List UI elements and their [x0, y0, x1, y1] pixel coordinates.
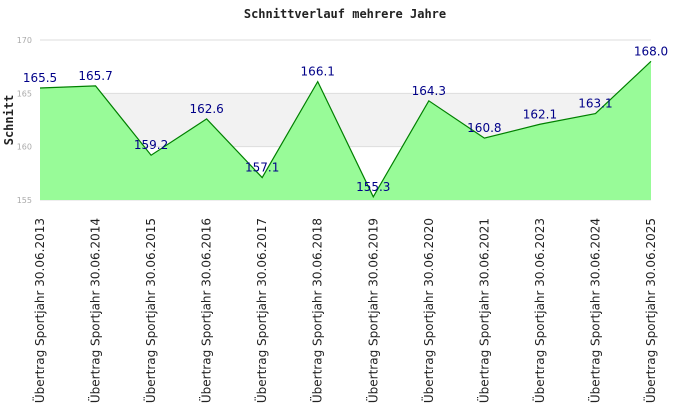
y-axis-label: Schnitt — [2, 95, 16, 146]
data-label: 165.7 — [78, 69, 112, 83]
plot-area: 155 160 165 170 165.5 165.7 159.2 162.6 157.1 166… — [17, 36, 668, 403]
x-tick-label: Übertrag Sportjahr 30.06.2017 — [253, 218, 269, 403]
x-tick-label: Übertrag Sportjahr 30.06.2016 — [198, 218, 214, 403]
data-label: 157.1 — [245, 161, 279, 175]
data-label: 155.3 — [356, 180, 390, 194]
x-tick-label: Übertrag Sportjahr 30.06.2021 — [475, 218, 491, 403]
chart-title: Schnittverlauf mehrere Jahre — [244, 7, 446, 21]
data-label: 160.8 — [467, 121, 501, 135]
data-label: 162.6 — [189, 102, 223, 116]
x-tick-label: Übertrag Sportjahr 30.06.2015 — [142, 218, 158, 403]
x-tick-label: Übertrag Sportjahr 30.06.2019 — [364, 218, 380, 403]
x-tick-label: Übertrag Sportjahr 30.06.2025 — [642, 218, 658, 403]
data-label: 165.5 — [23, 71, 57, 85]
x-tick-label: Übertrag Sportjahr 30.06.2014 — [87, 218, 103, 403]
y-tick-label: 160 — [17, 143, 32, 152]
series-line — [39, 60, 652, 199]
x-tick-label: Übertrag Sportjahr 30.06.2020 — [420, 218, 436, 403]
data-label: 159.2 — [134, 138, 168, 152]
x-tick-label: Übertrag Sportjahr 30.06.2023 — [531, 218, 547, 403]
series-area — [40, 61, 651, 201]
y-tick-label: 170 — [17, 36, 32, 45]
y-tick-label: 155 — [17, 196, 32, 205]
x-tick-label: Übertrag Sportjahr 30.06.2018 — [309, 218, 325, 403]
data-label: 164.3 — [412, 84, 446, 98]
x-tick-label: Übertrag Sportjahr 30.06.2013 — [31, 218, 47, 403]
data-label: 162.1 — [523, 107, 557, 121]
x-tick-label: Übertrag Sportjahr 30.06.2024 — [586, 218, 602, 403]
data-label: 168.0 — [634, 44, 668, 58]
y-tick-label: 165 — [17, 89, 32, 98]
data-label: 163.1 — [578, 97, 612, 111]
data-label: 166.1 — [301, 65, 335, 79]
